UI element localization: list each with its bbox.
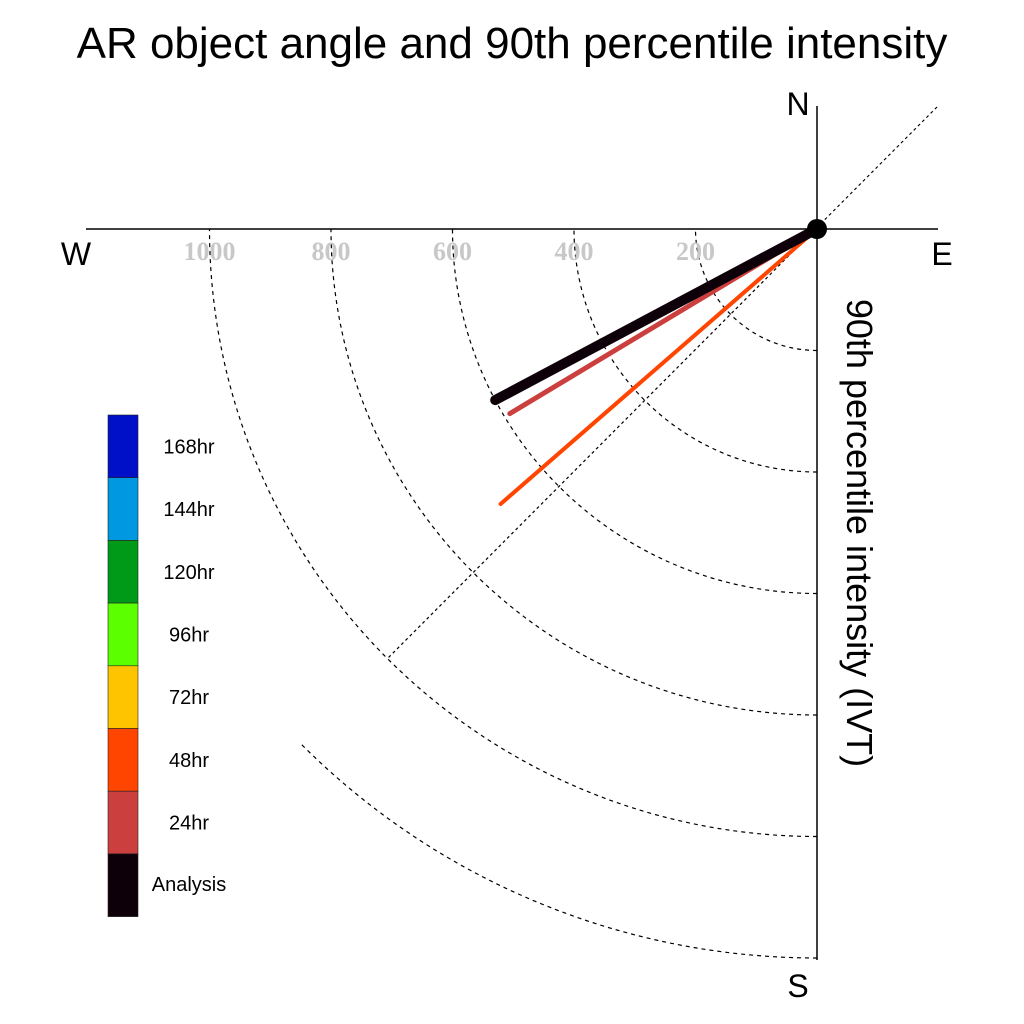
compass-west: W (61, 236, 92, 272)
legend-swatch-analysis (107, 853, 139, 917)
compass-south: S (787, 968, 808, 1004)
legend-label-24hr: 24hr (169, 813, 209, 835)
legend-label-96hr: 96hr (169, 625, 209, 647)
legend-swatch-48hr (107, 728, 139, 792)
legend-label-120hr: 120hr (163, 562, 214, 584)
legend-swatch-120hr (107, 540, 139, 604)
grid-ring-outer (301, 744, 818, 959)
tick-label-600: 600 (433, 237, 472, 266)
polar-grid (208, 228, 818, 959)
vector-48hr (498, 227, 819, 506)
grid-ring-200 (694, 228, 818, 352)
compass-east: E (931, 236, 952, 272)
legend: 168hr 144hr 120hr 96hr 72hr 48hr 24hr Analysis (107, 414, 226, 917)
radial-tick-labels: 200 400 600 800 1000 (184, 237, 716, 266)
grid-ring-600 (451, 228, 818, 595)
grid-ring-1000 (208, 228, 818, 838)
compass-north: N (786, 86, 809, 122)
origin-marker (807, 219, 827, 239)
vector-analysis (490, 224, 822, 406)
grid-ring-800 (330, 228, 818, 716)
legend-label-72hr: 72hr (169, 687, 209, 709)
tick-label-200: 200 (676, 237, 715, 266)
legend-swatch-96hr (107, 602, 139, 667)
legend-swatch-144hr (107, 477, 139, 541)
legend-swatch-24hr (107, 790, 139, 855)
diagonal-guide (387, 106, 938, 659)
legend-label-144hr: 144hr (163, 499, 214, 521)
vector-series (490, 224, 822, 506)
legend-label-48hr: 48hr (169, 750, 209, 772)
tick-label-800: 800 (312, 237, 351, 266)
legend-swatch-168hr (107, 414, 139, 479)
radial-axis-label: 90th percentile intensity (IVT) (839, 299, 880, 767)
tick-label-1000: 1000 (184, 237, 236, 266)
legend-label-analysis: Analysis (152, 874, 226, 896)
legend-label-168hr: 168hr (163, 436, 214, 458)
chart-title: AR object angle and 90th percentile inte… (77, 19, 948, 68)
legend-swatch-72hr (107, 665, 139, 729)
tick-label-400: 400 (555, 237, 594, 266)
